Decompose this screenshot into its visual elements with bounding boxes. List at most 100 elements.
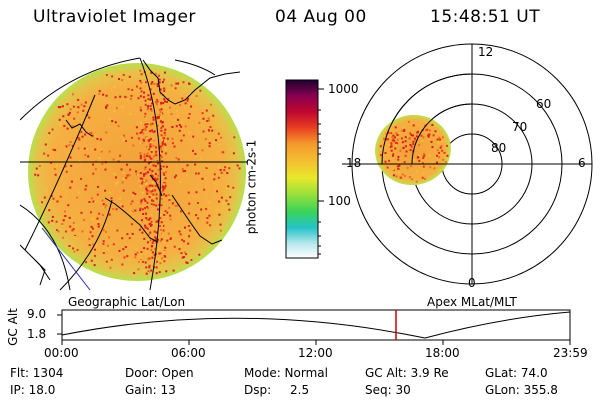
speckle — [413, 137, 416, 140]
speckle — [158, 271, 161, 274]
speckle — [229, 147, 232, 150]
speckle — [95, 243, 98, 246]
speckle — [165, 270, 168, 273]
speckle — [208, 142, 211, 145]
speckle — [403, 161, 406, 163]
speckle — [147, 105, 150, 108]
apex-panel-label: Apex MLat/MLT — [427, 295, 517, 309]
colorbar[interactable] — [285, 79, 319, 259]
speckle — [151, 122, 154, 125]
speckle — [188, 131, 191, 134]
speckle — [380, 154, 382, 157]
speckle — [149, 100, 152, 103]
speckle — [163, 137, 166, 140]
speckle — [217, 176, 220, 179]
speckle — [152, 222, 155, 225]
speckle — [65, 145, 68, 148]
speckle — [103, 206, 106, 209]
speckle — [69, 186, 72, 189]
flight-number: Flt: 1304 — [10, 366, 64, 380]
speckle — [139, 87, 142, 90]
speckle — [98, 212, 101, 215]
gain-value: Gain: 13 — [125, 383, 176, 397]
speckle — [394, 147, 397, 150]
speckle — [163, 98, 166, 101]
speckle — [181, 120, 183, 123]
speckle — [57, 106, 60, 109]
speckle — [164, 177, 167, 180]
speckle — [153, 116, 156, 119]
speckle — [143, 247, 145, 250]
speckle — [149, 224, 152, 227]
speckle — [176, 115, 179, 117]
speckle — [160, 197, 163, 200]
speckle — [422, 155, 425, 158]
speckle — [188, 202, 191, 205]
speckle — [67, 204, 70, 207]
speckle — [421, 140, 424, 142]
speckle — [146, 154, 149, 157]
speckle — [145, 217, 148, 219]
speckle — [400, 176, 403, 179]
speckle — [150, 191, 153, 194]
speckle — [126, 233, 129, 236]
speckle — [153, 230, 156, 233]
speckle — [151, 170, 154, 172]
speckle — [150, 82, 153, 85]
speckle — [195, 172, 197, 175]
speckle — [158, 145, 161, 148]
speckle — [139, 207, 142, 210]
speckle — [94, 135, 97, 137]
speckle — [155, 231, 158, 234]
speckle — [53, 168, 56, 170]
speckle — [163, 255, 166, 257]
speckle — [159, 228, 162, 231]
speckle — [68, 216, 71, 219]
speckle — [174, 87, 177, 90]
speckle — [134, 253, 137, 256]
speckle — [64, 215, 67, 217]
speckle — [141, 191, 144, 194]
time-tick-1200: 12:00 — [298, 346, 333, 360]
speckle — [115, 107, 118, 110]
speckle — [73, 103, 76, 106]
speckle — [136, 85, 138, 88]
speckle — [165, 194, 168, 197]
speckle — [204, 138, 207, 141]
speckle — [403, 130, 406, 132]
speckle — [391, 139, 394, 142]
speckle — [118, 78, 120, 80]
speckle — [395, 132, 398, 134]
speckle — [102, 242, 105, 245]
speckle — [151, 81, 154, 84]
speckle — [162, 189, 165, 192]
speckle — [104, 189, 107, 192]
speckle — [135, 248, 138, 251]
speckle — [379, 148, 382, 151]
speckle — [146, 207, 149, 210]
speckle — [218, 213, 221, 216]
speckle — [197, 217, 200, 220]
speckle — [396, 138, 399, 141]
speckle — [220, 171, 223, 174]
speckle — [410, 134, 413, 137]
speckle — [161, 125, 164, 128]
speckle — [392, 174, 395, 177]
speckle — [421, 159, 424, 162]
speckle — [143, 174, 145, 177]
speckle — [90, 225, 93, 228]
speckle — [150, 248, 153, 251]
speckle — [440, 145, 443, 147]
speckle — [416, 170, 418, 173]
speckle — [152, 144, 155, 147]
speckle — [71, 145, 74, 147]
auroral-oval — [375, 114, 451, 186]
speckle — [390, 149, 393, 152]
speckle — [145, 187, 148, 190]
speckle — [179, 233, 182, 236]
speckle — [117, 125, 120, 128]
speckle — [188, 212, 190, 215]
speckle — [144, 112, 147, 115]
speckle — [149, 98, 152, 101]
speckle — [201, 243, 204, 246]
